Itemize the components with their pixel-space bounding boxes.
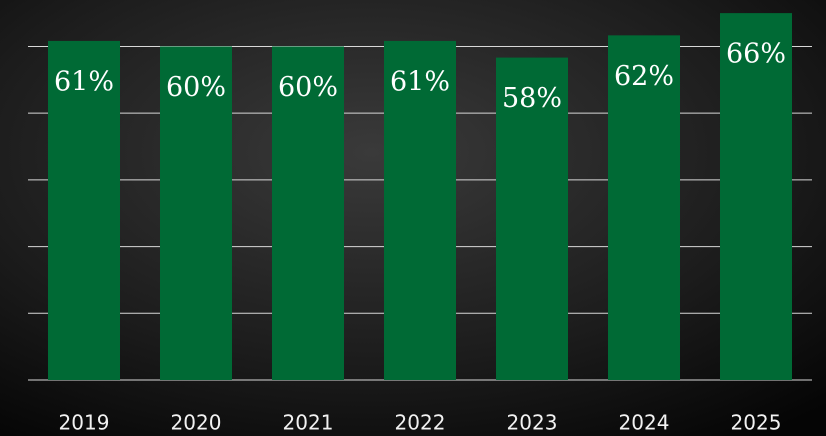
x-tick-label: 2024 bbox=[619, 411, 670, 435]
x-tick-label: 2019 bbox=[59, 411, 110, 435]
value-label: 61% bbox=[54, 66, 114, 97]
bar bbox=[384, 40, 456, 380]
bar bbox=[608, 35, 680, 381]
value-label: 66% bbox=[726, 39, 786, 70]
bar bbox=[160, 46, 232, 381]
value-label: 58% bbox=[502, 83, 562, 114]
value-label: 60% bbox=[166, 72, 226, 103]
x-tick-label: 2021 bbox=[283, 411, 334, 435]
bar bbox=[720, 13, 792, 381]
bar bbox=[496, 57, 568, 381]
value-label: 62% bbox=[614, 61, 674, 92]
x-tick-label: 2023 bbox=[507, 411, 558, 435]
x-tick-label: 2022 bbox=[395, 411, 446, 435]
bar bbox=[272, 46, 344, 381]
x-tick-label: 2025 bbox=[731, 411, 782, 435]
value-label: 61% bbox=[390, 66, 450, 97]
x-tick-label: 2020 bbox=[171, 411, 222, 435]
bar bbox=[48, 40, 120, 380]
value-label: 60% bbox=[278, 72, 338, 103]
